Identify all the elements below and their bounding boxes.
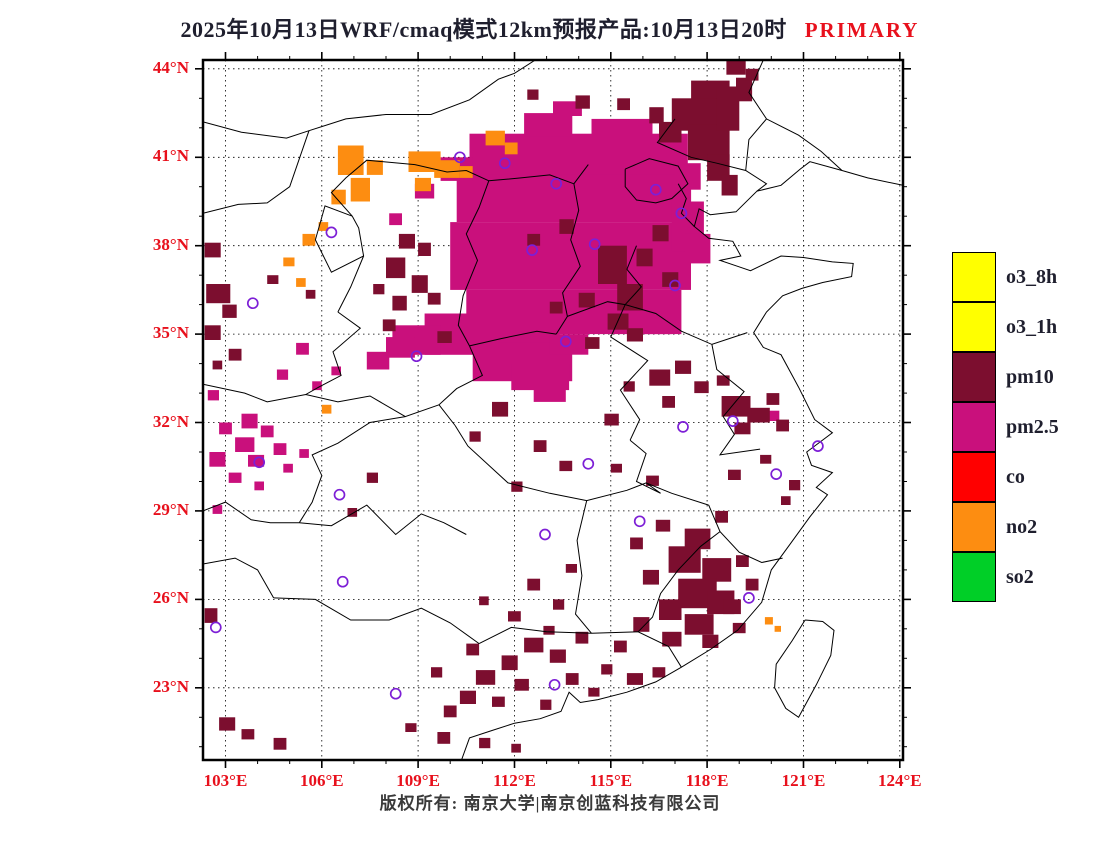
x-tick-label: 106°E	[299, 771, 344, 790]
legend: o3_8h o3_1h pm10 pm2.5 co no2 so2	[952, 251, 1059, 602]
map-canvas	[195, 52, 911, 768]
y-tick-label: 44°N	[152, 57, 189, 77]
legend-item: so2	[952, 551, 1059, 602]
city-markers	[209, 151, 824, 700]
pollution-patches-pm2.5	[207, 101, 780, 514]
map-plot	[195, 52, 911, 768]
title-text: 2025年10月13日WRF/cmaq模式12km预报产品:10月13日20时	[180, 17, 787, 42]
pollution-patches-no2	[283, 130, 781, 632]
copyright-text: 版权所有: 南京大学|南京创蓝科技有限公司	[379, 794, 721, 813]
y-tick-label: 26°N	[152, 588, 189, 608]
legend-swatch-so2	[952, 551, 996, 602]
x-tick-label: 103°E	[203, 771, 248, 790]
legend-label: co	[1006, 465, 1025, 488]
map-content	[203, 60, 903, 760]
page-title: 2025年10月13日WRF/cmaq模式12km预报产品:10月13日20时 …	[0, 12, 1100, 44]
legend-label: so2	[1006, 565, 1034, 588]
legend-swatch-pm10	[952, 351, 996, 402]
legend-item: co	[952, 451, 1059, 502]
legend-swatch-no2	[952, 501, 996, 552]
y-tick-label: 23°N	[152, 676, 189, 696]
map-frame	[201, 58, 905, 762]
pollution-patches-pm10	[204, 60, 801, 753]
y-tick-label: 32°N	[152, 411, 189, 431]
legend-swatch-pm2.5	[952, 401, 996, 452]
x-tick-label: 112°E	[493, 771, 536, 790]
legend-label: o3_8h	[1006, 265, 1058, 288]
legend-item: pm10	[952, 351, 1059, 402]
title-primary-tag: PRIMARY	[804, 18, 920, 42]
y-tick-label: 41°N	[152, 146, 189, 166]
x-tick-label: 121°E	[781, 771, 826, 790]
legend-swatch-o3_1h	[952, 301, 996, 352]
legend-label: o3_1h	[1006, 315, 1058, 338]
x-tick-label: 115°E	[589, 771, 633, 790]
x-tick-label: 124°E	[877, 771, 922, 790]
legend-label: pm10	[1006, 365, 1054, 388]
legend-swatch-co	[952, 451, 996, 502]
province-boundaries	[203, 60, 903, 760]
y-tick-label: 29°N	[152, 499, 189, 519]
x-tick-label: 109°E	[396, 771, 440, 790]
legend-swatch-o3_8h	[952, 251, 996, 302]
legend-label: pm2.5	[1006, 415, 1059, 438]
legend-item: pm2.5	[952, 401, 1059, 452]
legend-label: no2	[1006, 515, 1038, 538]
y-tick-label: 38°N	[152, 234, 189, 254]
y-tick-label: 35°N	[152, 323, 189, 343]
x-tick-label: 118°E	[685, 771, 729, 790]
legend-item: o3_1h	[952, 301, 1059, 352]
legend-item: no2	[952, 501, 1059, 552]
legend-item: o3_8h	[952, 251, 1059, 302]
